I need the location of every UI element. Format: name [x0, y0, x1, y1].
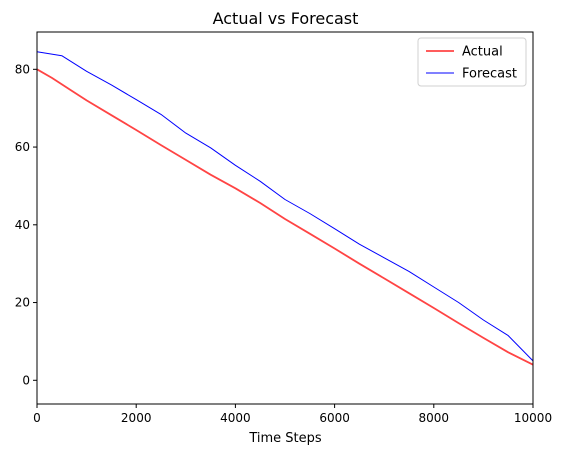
x-tick-label: 4000 [220, 411, 251, 425]
x-tick-label: 0 [33, 411, 41, 425]
y-tick-label: 60 [15, 140, 30, 154]
plot-frame [36, 31, 534, 405]
x-tick-label: 8000 [419, 411, 450, 425]
chart-title: Actual vs Forecast [213, 9, 359, 28]
y-tick-label: 80 [15, 62, 30, 76]
x-axis-label: Time Steps [248, 431, 322, 446]
legend-box [417, 37, 527, 87]
plot-area [36, 51, 534, 366]
legend: Actual Forecast [417, 37, 527, 87]
y-tick-label: 0 [22, 373, 30, 387]
axes: 0 2000 4000 6000 8000 10000 0 20 40 60 80 [15, 31, 552, 425]
legend-label-forecast: Forecast [462, 67, 517, 82]
series-line-actual [36, 68, 534, 366]
x-tick-label: 2000 [121, 411, 152, 425]
series-line-forecast [36, 51, 534, 362]
x-tick-label: 6000 [319, 411, 350, 425]
x-tick-label: 10000 [514, 411, 552, 425]
legend-label-actual: Actual [462, 45, 503, 60]
y-tick-label: 40 [15, 218, 30, 232]
y-tick-label: 20 [15, 296, 30, 310]
